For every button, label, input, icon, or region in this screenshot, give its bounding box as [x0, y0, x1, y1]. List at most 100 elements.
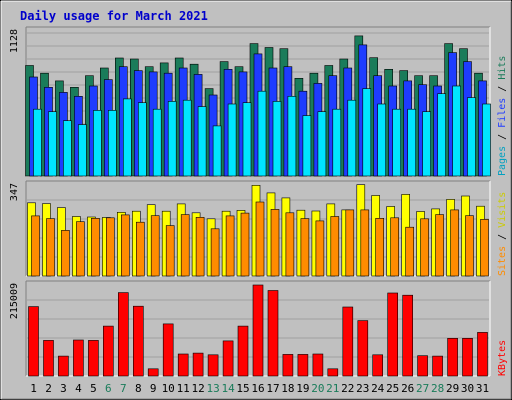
x-tick-label: 20 — [311, 382, 324, 395]
series-kbytes — [28, 284, 488, 377]
legend: Pages / Files / Hits — [497, 56, 508, 176]
x-tick-label: 10 — [162, 382, 175, 395]
bar-pages-16 — [257, 90, 267, 177]
bar-kbytes-29 — [447, 337, 458, 377]
x-tick-label: 3 — [60, 382, 67, 395]
bar-kbytes-18 — [282, 354, 294, 377]
bar-kbytes-31 — [477, 332, 488, 377]
legend: KBytes — [497, 340, 508, 376]
bar-pages-12 — [197, 106, 207, 177]
x-tick-label: 16 — [251, 382, 264, 395]
legend-item-visits: Visits — [497, 192, 508, 228]
x-tick-label: 7 — [120, 382, 127, 395]
bar-sites-20 — [315, 220, 325, 277]
bar-kbytes-23 — [357, 320, 369, 377]
x-tick-label: 12 — [191, 382, 204, 395]
bar-sites-22 — [345, 209, 355, 277]
bar-pages-31 — [482, 103, 491, 177]
bar-pages-9 — [152, 108, 162, 177]
bar-sites-2 — [46, 218, 55, 277]
bar-sites-17 — [270, 209, 280, 277]
bar-pages-1 — [33, 108, 42, 177]
x-tick-label: 11 — [177, 382, 190, 395]
bar-kbytes-30 — [462, 337, 473, 377]
x-tick-label: 4 — [75, 382, 82, 395]
bar-sites-8 — [136, 221, 145, 277]
bar-kbytes-6 — [103, 325, 114, 377]
bar-kbytes-12 — [192, 352, 204, 377]
panel-0: 1128 Pages / Files / Hits — [9, 26, 508, 177]
bar-pages-7 — [123, 98, 132, 177]
bar-pages-26 — [407, 108, 417, 177]
bar-kbytes-9 — [147, 368, 159, 377]
bar-sites-31 — [480, 219, 489, 277]
series-sites — [31, 201, 489, 277]
legend-separator: / — [497, 228, 508, 246]
bar-sites-23 — [360, 209, 370, 277]
bar-pages-15 — [242, 102, 252, 177]
legend: Sites / Visits — [497, 192, 508, 276]
bar-pages-17 — [272, 101, 282, 177]
x-tick-label: 30 — [461, 382, 474, 395]
bar-kbytes-7 — [118, 292, 129, 377]
bar-sites-16 — [255, 201, 265, 277]
legend-separator: / — [497, 128, 508, 146]
x-tick-label: 13 — [206, 382, 219, 395]
bar-sites-11 — [180, 214, 190, 277]
bar-pages-10 — [167, 101, 177, 177]
panel-1: 347 Sites / Visits — [9, 180, 508, 277]
bar-sites-25 — [390, 217, 400, 277]
bar-sites-29 — [450, 209, 459, 277]
bar-sites-14 — [225, 215, 235, 277]
bar-kbytes-14 — [222, 340, 234, 377]
bar-kbytes-24 — [372, 354, 384, 377]
y-max-label: 347 — [9, 183, 20, 201]
series-pages — [33, 85, 491, 177]
bar-sites-10 — [165, 225, 175, 277]
bar-pages-22 — [347, 99, 357, 177]
bar-sites-15 — [240, 212, 250, 277]
legend-item-sites: Sites — [497, 246, 508, 276]
bar-kbytes-25 — [387, 292, 399, 377]
bar-pages-25 — [392, 108, 402, 177]
x-tick-label: 6 — [105, 382, 112, 395]
x-tick-label: 26 — [401, 382, 414, 395]
bar-sites-6 — [106, 217, 115, 277]
bar-sites-24 — [375, 218, 385, 277]
x-tick-label: 15 — [236, 382, 249, 395]
bar-kbytes-1 — [28, 306, 39, 377]
bar-sites-18 — [285, 212, 295, 277]
chart-title: Daily usage for March 2021 — [20, 9, 208, 23]
bar-kbytes-13 — [207, 354, 219, 377]
bar-sites-26 — [405, 226, 415, 277]
bar-pages-29 — [452, 85, 461, 177]
bar-kbytes-2 — [43, 340, 54, 377]
x-tick-label: 5 — [90, 382, 97, 395]
legend-item-pages: Pages — [497, 146, 508, 176]
bar-pages-11 — [182, 99, 192, 177]
x-tick-label: 22 — [341, 382, 354, 395]
x-tick-label: 8 — [135, 382, 142, 395]
x-tick-label: 28 — [431, 382, 444, 395]
bar-kbytes-5 — [88, 340, 99, 377]
bar-sites-12 — [195, 217, 205, 277]
bar-kbytes-19 — [297, 354, 309, 377]
x-tick-label: 25 — [386, 382, 399, 395]
bar-kbytes-4 — [73, 339, 84, 377]
bar-pages-30 — [467, 97, 476, 177]
x-tick-label: 23 — [356, 382, 369, 395]
bar-sites-7 — [121, 214, 130, 277]
x-tick-label: 2 — [45, 382, 52, 395]
x-tick-label: 18 — [281, 382, 294, 395]
bar-pages-2 — [48, 111, 57, 177]
x-tick-label: 17 — [266, 382, 279, 395]
bar-sites-4 — [76, 221, 85, 277]
bar-pages-5 — [93, 110, 102, 177]
x-tick-label: 19 — [296, 382, 309, 395]
bar-pages-24 — [377, 103, 387, 177]
bar-pages-18 — [287, 96, 297, 177]
bar-sites-30 — [465, 215, 474, 277]
bar-kbytes-28 — [432, 355, 443, 377]
